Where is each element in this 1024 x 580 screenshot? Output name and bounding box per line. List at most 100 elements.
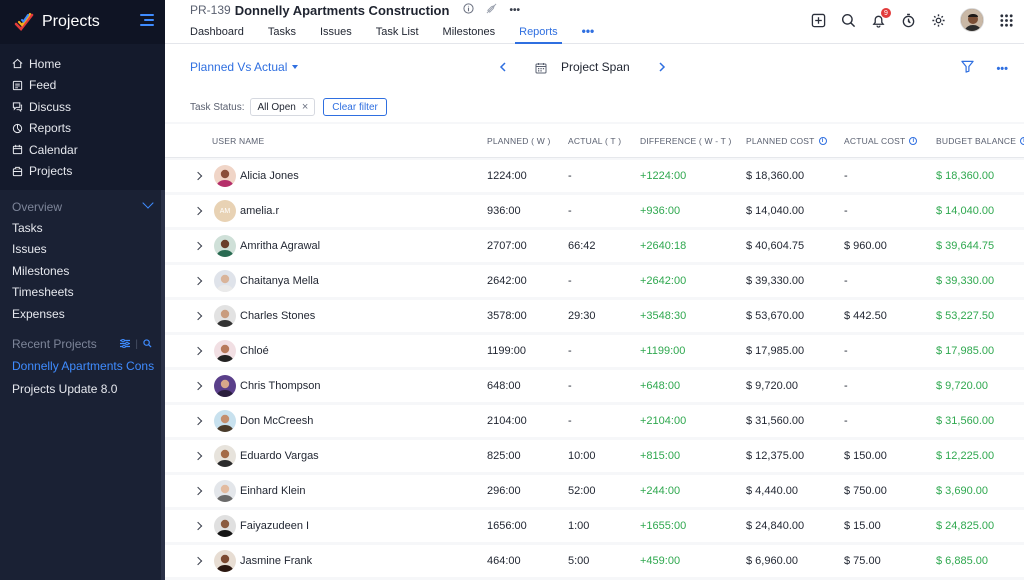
expand-row-chevron-icon[interactable]	[193, 475, 203, 507]
tabs-more-icon[interactable]: •••	[581, 24, 595, 38]
sidebar-item-discuss[interactable]: Discuss	[0, 96, 165, 118]
user-name[interactable]: Chris Thompson	[240, 380, 321, 392]
user-name[interactable]: amelia.r	[240, 205, 280, 217]
overview-item-tasks[interactable]: Tasks	[12, 220, 43, 235]
expand-row-chevron-icon[interactable]	[193, 370, 203, 402]
info-icon[interactable]: i	[1020, 137, 1024, 145]
user-name[interactable]: Einhard Klein	[240, 485, 306, 497]
table-row[interactable]: Chris Thompson 648:00 - +648:00 $ 9,720.00 - $…	[165, 370, 1024, 402]
tab-tasks[interactable]: Tasks	[267, 26, 296, 38]
expand-row-chevron-icon[interactable]	[193, 160, 203, 192]
table-row[interactable]: Einhard Klein 296:00 52:00 +244:00 $ 4,440.0…	[165, 475, 1024, 507]
info-icon[interactable]: i	[818, 137, 827, 145]
table-row[interactable]: Alicia Jones 1224:00 - +1224:00 $ 18,360.00 -…	[165, 160, 1024, 192]
user-name[interactable]: Don McCreesh	[240, 415, 314, 427]
table-row[interactable]: Chloé 1199:00 - +1199:00 $ 17,985.00 - $ 17,98…	[165, 335, 1024, 367]
add-icon[interactable]	[810, 12, 826, 28]
user-name[interactable]: Eduardo Vargas	[240, 450, 319, 462]
sidebar-item-label: Feed	[29, 78, 57, 93]
table-row[interactable]: AM amelia.r 936:00 - +936:00 $ 14,040.00 - $ 14…	[165, 195, 1024, 227]
header-actual-cost[interactable]: ACTUAL COST i	[844, 136, 918, 146]
user-name[interactable]: Charles Stones	[240, 310, 316, 322]
expand-row-chevron-icon[interactable]	[193, 195, 203, 227]
sidebar-item-home[interactable]: Home	[0, 53, 165, 75]
clear-filter-button[interactable]: Clear filter	[323, 98, 387, 116]
avatar	[214, 305, 236, 327]
sidebar-item-projects[interactable]: Projects	[0, 161, 165, 183]
expand-row-chevron-icon[interactable]	[193, 545, 203, 577]
tab-milestones[interactable]: Milestones	[442, 26, 496, 38]
gear-icon[interactable]	[930, 12, 946, 28]
span-label[interactable]: Project Span	[561, 60, 630, 74]
close-icon[interactable]: ×	[301, 101, 309, 113]
tab-issues[interactable]: Issues	[319, 26, 352, 38]
header-budget-balance[interactable]: BUDGET BALANCEi	[936, 136, 1024, 146]
table-row[interactable]: Eduardo Vargas 825:00 10:00 +815:00 $ 12,375…	[165, 440, 1024, 472]
actual-cost: $ 75.00	[844, 555, 881, 567]
actual-hours: -	[568, 205, 572, 217]
expand-row-chevron-icon[interactable]	[193, 440, 203, 472]
filter-settings-icon[interactable]	[120, 338, 131, 351]
overview-item-issues[interactable]: Issues	[12, 242, 47, 257]
previous-span-button[interactable]	[495, 59, 511, 75]
expand-row-chevron-icon[interactable]	[193, 300, 203, 332]
tab-dashboard[interactable]: Dashboard	[190, 26, 244, 38]
info-icon[interactable]	[463, 3, 475, 17]
overview-item-milestones[interactable]: Milestones	[12, 263, 70, 278]
table-row[interactable]: Amritha Agrawal 2707:00 66:42 +2640:18 $ 40,…	[165, 230, 1024, 262]
task-status-chip[interactable]: All Open ×	[250, 98, 316, 116]
mute-icon[interactable]	[486, 3, 497, 17]
user-avatar[interactable]	[960, 8, 984, 32]
overview-item-timesheets[interactable]: Timesheets	[12, 285, 74, 300]
budget-balance: $ 3,690.00	[936, 485, 988, 497]
more-options-icon[interactable]: •••	[509, 4, 520, 16]
user-name[interactable]: Chaitanya Mella	[240, 275, 319, 287]
header-user-name[interactable]: USER NAME	[212, 136, 265, 146]
planned-cost: $ 9,720.00	[746, 380, 798, 392]
expand-row-chevron-icon[interactable]	[193, 405, 203, 437]
header-planned-cost[interactable]: PLANNED COST i	[746, 136, 827, 146]
table-row[interactable]: Don McCreesh 2104:00 - +2104:00 $ 31,560.00 -…	[165, 405, 1024, 437]
table-row[interactable]: Charles Stones 3578:00 29:30 +3548:30 $ 53,6…	[165, 300, 1024, 332]
planned-hours: 648:00	[487, 380, 521, 392]
recent-project-item[interactable]: Projects Update 8.0	[12, 382, 118, 396]
expand-row-chevron-icon[interactable]	[193, 510, 203, 542]
sidebar-collapse-icon[interactable]	[140, 14, 154, 26]
notifications-bell-icon[interactable]: 9	[870, 8, 891, 28]
sidebar-scrollbar[interactable]	[161, 190, 165, 580]
calendar-icon[interactable]	[535, 61, 547, 74]
info-icon[interactable]: i	[909, 137, 918, 145]
user-name[interactable]: Alicia Jones	[240, 170, 299, 182]
tab-reports[interactable]: Reports	[515, 24, 562, 44]
table-row[interactable]: Jasmine Frank 464:00 5:00 +459:00 $ 6,960.00…	[165, 545, 1024, 577]
table-row[interactable]: Chaitanya Mella 2642:00 - +2642:00 $ 39,330.…	[165, 265, 1024, 297]
app-grid-icon[interactable]	[998, 12, 1014, 28]
search-icon[interactable]	[143, 338, 152, 351]
user-name[interactable]: Amritha Agrawal	[240, 240, 321, 252]
expand-row-chevron-icon[interactable]	[193, 230, 203, 262]
overview-label[interactable]: Overview	[12, 200, 63, 214]
sidebar-item-reports[interactable]: Reports	[0, 118, 165, 140]
user-name[interactable]: Jasmine Frank	[240, 555, 313, 567]
header-actual[interactable]: ACTUAL ( T )	[568, 136, 622, 146]
filter-icon[interactable]	[961, 60, 975, 78]
tab-task-list[interactable]: Task List	[375, 26, 419, 38]
overview-item-expenses[interactable]: Expenses	[12, 306, 65, 321]
difference-hours: +244:00	[640, 485, 681, 497]
more-options-icon[interactable]: •••	[996, 63, 1008, 75]
sidebar-item-calendar[interactable]: Calendar	[0, 139, 165, 161]
report-toolbar: Planned Vs Actual Project Span •••	[165, 44, 1024, 92]
next-span-button[interactable]	[654, 59, 670, 75]
header-difference[interactable]: DIFFERENCE ( W - T )	[640, 136, 732, 146]
report-type-dropdown[interactable]: Planned Vs Actual	[190, 60, 299, 74]
table-row[interactable]: Faiyazudeen I 1656:00 1:00 +1655:00 $ 24,840…	[165, 510, 1024, 542]
search-icon[interactable]	[840, 12, 856, 28]
expand-row-chevron-icon[interactable]	[193, 335, 203, 367]
timer-icon[interactable]	[900, 12, 916, 28]
header-planned[interactable]: PLANNED ( W )	[487, 136, 551, 146]
recent-project-item[interactable]: Donnelly Apartments Cons	[12, 359, 155, 373]
sidebar-item-feed[interactable]: Feed	[0, 75, 165, 97]
user-name[interactable]: Faiyazudeen I	[240, 520, 310, 532]
expand-row-chevron-icon[interactable]	[193, 265, 203, 297]
user-name[interactable]: Chloé	[240, 345, 269, 357]
